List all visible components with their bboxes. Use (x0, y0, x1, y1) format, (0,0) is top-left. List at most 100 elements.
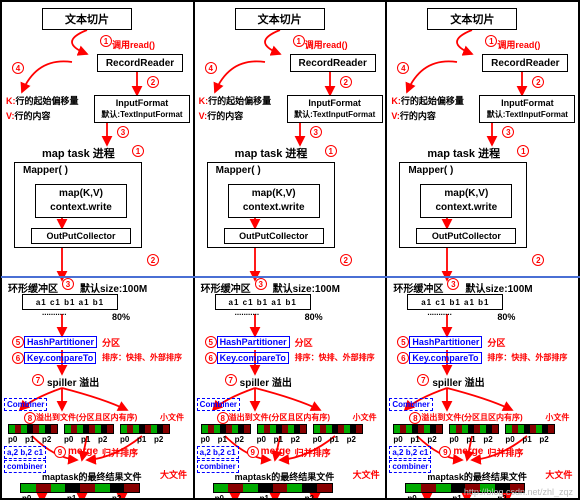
partition-p0: p0 (8, 435, 17, 444)
key-compare-label: Key.compareTo (217, 352, 289, 364)
text-slice-box: 文本切片 (427, 8, 517, 30)
step-3b-badge: 3 (447, 278, 459, 290)
buffer-content-box: a1 c1 b1 a1 b1 (407, 294, 503, 310)
combiner-box-2: combiner (197, 460, 239, 473)
partition-p0: p0 (64, 435, 73, 444)
partition-p1: p1 (218, 435, 227, 444)
final-partition-p1: p1 (260, 494, 269, 499)
v-label: V:行的内容 (199, 109, 244, 122)
step-7-badge: 7 (32, 374, 44, 386)
spill-file-label: 溢出到文件(分区且区内有序) (229, 412, 330, 423)
mapper-container: Mapper( ) map(K,V)context.write OutPutColl… (207, 162, 335, 248)
buffer-dots: ........... (42, 308, 66, 317)
partition-p0: p0 (449, 435, 458, 444)
partition-p1: p1 (81, 435, 90, 444)
small-file-label: 小文件 (353, 412, 377, 423)
merge-label: merge (453, 446, 483, 457)
map-task-label: map task 进程 (427, 145, 500, 161)
watermark: http://blog.csdn.net/zhl_zqz (464, 487, 573, 497)
output-collector-box: OutPutCollector (31, 228, 131, 244)
step-2b-badge: 2 (532, 254, 544, 266)
sort-bar (449, 424, 499, 434)
step-5-badge: 5 (205, 336, 217, 348)
merge-sort-label: 归并排序 (487, 446, 523, 459)
partition-p1: p1 (25, 435, 34, 444)
step-7-badge: 7 (417, 374, 429, 386)
step-5-badge: 5 (397, 336, 409, 348)
sort-bar (8, 424, 58, 434)
final-partition-p0: p0 (22, 494, 31, 499)
partition-p1: p1 (137, 435, 146, 444)
step-1b-badge: 1 (517, 145, 529, 157)
partition-p2: p2 (98, 435, 107, 444)
call-read-label: 调用read() (305, 38, 348, 51)
partition-p0: p0 (257, 435, 266, 444)
spill-file-label: 溢出到文件(分区且区内有序) (421, 412, 522, 423)
output-collector-box: OutPutCollector (224, 228, 324, 244)
merge-label: merge (261, 446, 291, 457)
partition-p2: p2 (483, 435, 492, 444)
key-compare-label: Key.compareTo (24, 352, 96, 364)
step-5-badge: 5 (12, 336, 24, 348)
big-file-label: 大文件 (353, 468, 380, 481)
step-2-badge: 2 (340, 76, 352, 88)
ring-buffer-label: 环形缓冲区 (8, 280, 58, 295)
sort-label: 排序：快排、外部排序 (487, 352, 567, 363)
v-label: V:行的内容 (6, 109, 51, 122)
input-format-box: InputFormat默认:TextInputFormat (94, 95, 190, 123)
call-read-label: 调用read() (112, 38, 155, 51)
partition-p0: p0 (505, 435, 514, 444)
final-partition-p2: p2 (112, 494, 121, 499)
step-3b-badge: 3 (255, 278, 267, 290)
sample-data-box: a,2 b,2 c1 (389, 446, 431, 459)
ring-buffer-label: 环形缓冲区 (393, 280, 443, 295)
call-read-label: 调用read() (497, 38, 540, 51)
record-reader-box: RecordReader (97, 54, 183, 72)
final-partition-p1: p1 (67, 494, 76, 499)
sort-label: 排序：快排、外部排序 (295, 352, 375, 363)
hash-partitioner-label: HashPartitioner (217, 336, 290, 348)
k-label: K:行的起始偏移量 (6, 94, 79, 107)
step-9-badge: 9 (247, 446, 259, 458)
step-1-badge: 1 (485, 35, 497, 47)
partition-p2: p2 (291, 435, 300, 444)
panel-1: 文本切片调用read()1RecordReader2InputFormat默认:… (1, 1, 194, 499)
step-3-badge: 3 (117, 126, 129, 138)
final-partition-p2: p2 (305, 494, 314, 499)
step-1-badge: 1 (100, 35, 112, 47)
spill-file-label: 溢出到文件(分区且区内有序) (36, 412, 137, 423)
sort-bar (257, 424, 307, 434)
step-9-badge: 9 (54, 446, 66, 458)
map-kv-box: map(K,V)context.write (420, 184, 512, 218)
mapper-label: Mapper( ) (408, 165, 522, 176)
partition-p2: p2 (235, 435, 244, 444)
buffer-content-box: a1 c1 b1 a1 b1 (215, 294, 311, 310)
hash-partitioner-label: HashPartitioner (24, 336, 97, 348)
output-collector-box: OutPutCollector (416, 228, 516, 244)
merge-sort-label: 归并排序 (102, 446, 138, 459)
diagram-root: 文本切片调用read()1RecordReader2InputFormat默认:… (0, 0, 580, 500)
partition-p0: p0 (393, 435, 402, 444)
partition-p2: p2 (539, 435, 548, 444)
step-2b-badge: 2 (147, 254, 159, 266)
sample-data-box: a,2 b,2 c1 (4, 446, 46, 459)
sort-bar (393, 424, 443, 434)
merge-label: merge (68, 446, 98, 457)
map-kv-box: map(K,V)context.write (228, 184, 320, 218)
step-2b-badge: 2 (340, 254, 352, 266)
v-label: V:行的内容 (391, 109, 436, 122)
step-3-badge: 3 (310, 126, 322, 138)
hash-partitioner-label: HashPartitioner (409, 336, 482, 348)
mapper-label: Mapper( ) (216, 165, 330, 176)
partition-p2: p2 (347, 435, 356, 444)
spiller-label: spiller 溢出 (47, 374, 99, 389)
sample-data-box: a,2 b,2 c1 (197, 446, 239, 459)
sort-bar (505, 424, 555, 434)
partition-p1: p1 (410, 435, 419, 444)
buffer-content-box: a1 c1 b1 a1 b1 (22, 294, 118, 310)
partition-label: 分区 (102, 336, 120, 349)
step-3-badge: 3 (502, 126, 514, 138)
step-3b-badge: 3 (62, 278, 74, 290)
k-label: K:行的起始偏移量 (199, 94, 272, 107)
eighty-pct-label: 80% (112, 312, 130, 322)
